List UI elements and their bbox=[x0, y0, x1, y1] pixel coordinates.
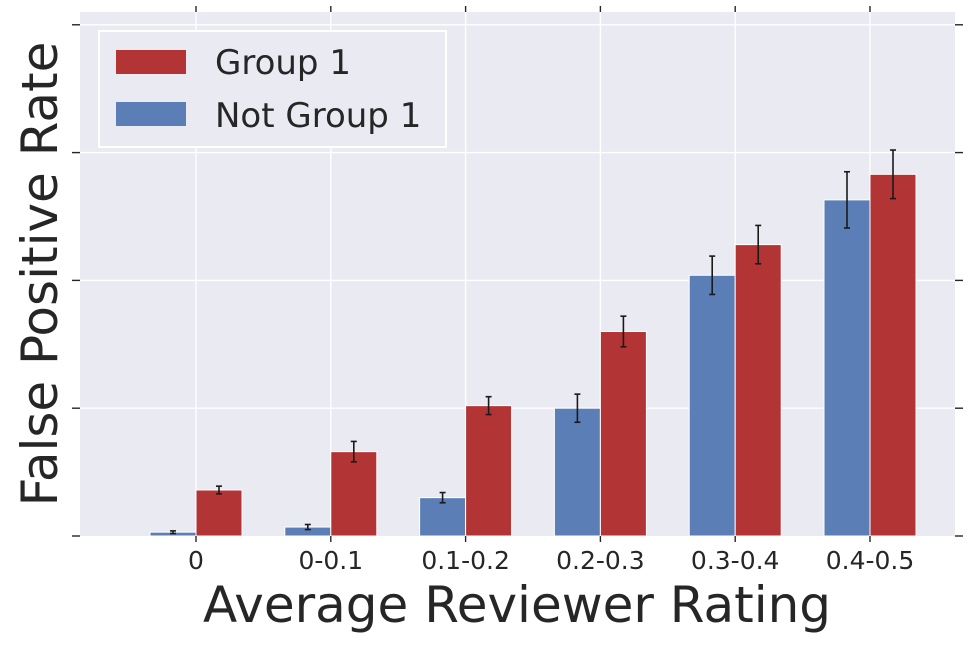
error-bar-not-group-1-2 bbox=[439, 491, 446, 504]
bar-not-group-1-3 bbox=[553, 407, 601, 537]
bar-not-group-1-5 bbox=[823, 199, 871, 537]
legend: Group 1 Not Group 1 bbox=[98, 30, 447, 148]
bar-not-group-1-4 bbox=[688, 274, 736, 537]
y-axis-title: False Positive Rate bbox=[11, 42, 69, 507]
error-bar-not-group-1-0 bbox=[170, 530, 176, 535]
bar-group-1-0 bbox=[195, 489, 243, 537]
error-bar-not-group-1-5 bbox=[844, 170, 850, 229]
x-tick-label-4: 0.3-0.4 bbox=[691, 546, 780, 575]
error-bar-group-1-3 bbox=[620, 315, 627, 348]
legend-label-not-group-1: Not Group 1 bbox=[215, 96, 421, 136]
bar-group-1-3 bbox=[599, 331, 647, 537]
x-tick-label-1: 0-0.1 bbox=[298, 546, 363, 575]
x-tick-label-0: 0 bbox=[188, 546, 204, 575]
x-tick-label-3: 0.2-0.3 bbox=[556, 546, 645, 575]
bar-group-1-2 bbox=[465, 405, 513, 537]
error-bar-not-group-1-1 bbox=[304, 523, 311, 531]
bars-group bbox=[149, 173, 917, 537]
error-bar-group-1-0 bbox=[216, 485, 222, 495]
x-tick-labels-group: 0 0-0.1 0.1-0.2 0.2-0.3 0.3-0.4 0.4-0.5 bbox=[188, 546, 914, 575]
legend-swatch-not-group-1 bbox=[116, 102, 186, 126]
bar-group-1-1 bbox=[330, 451, 378, 537]
legend-label-group-1: Group 1 bbox=[215, 43, 351, 83]
x-tick-label-5: 0.4-0.5 bbox=[826, 546, 915, 575]
error-bar-group-1-5 bbox=[890, 149, 896, 200]
legend-swatch-group-1 bbox=[116, 50, 186, 74]
error-bar-group-1-4 bbox=[755, 224, 762, 265]
x-tick-label-2: 0.1-0.2 bbox=[421, 546, 510, 575]
bar-group-1-5 bbox=[869, 173, 917, 537]
bar-group-1-4 bbox=[734, 244, 782, 537]
x-axis-title: Average Reviewer Rating bbox=[203, 576, 831, 634]
error-bar-group-1-1 bbox=[350, 440, 357, 463]
error-bar-not-group-1-4 bbox=[709, 255, 716, 296]
error-bar-not-group-1-3 bbox=[574, 393, 581, 424]
error-bars-group bbox=[170, 149, 896, 535]
tick-marks-group bbox=[72, 6, 963, 542]
error-bar-group-1-2 bbox=[485, 395, 492, 416]
